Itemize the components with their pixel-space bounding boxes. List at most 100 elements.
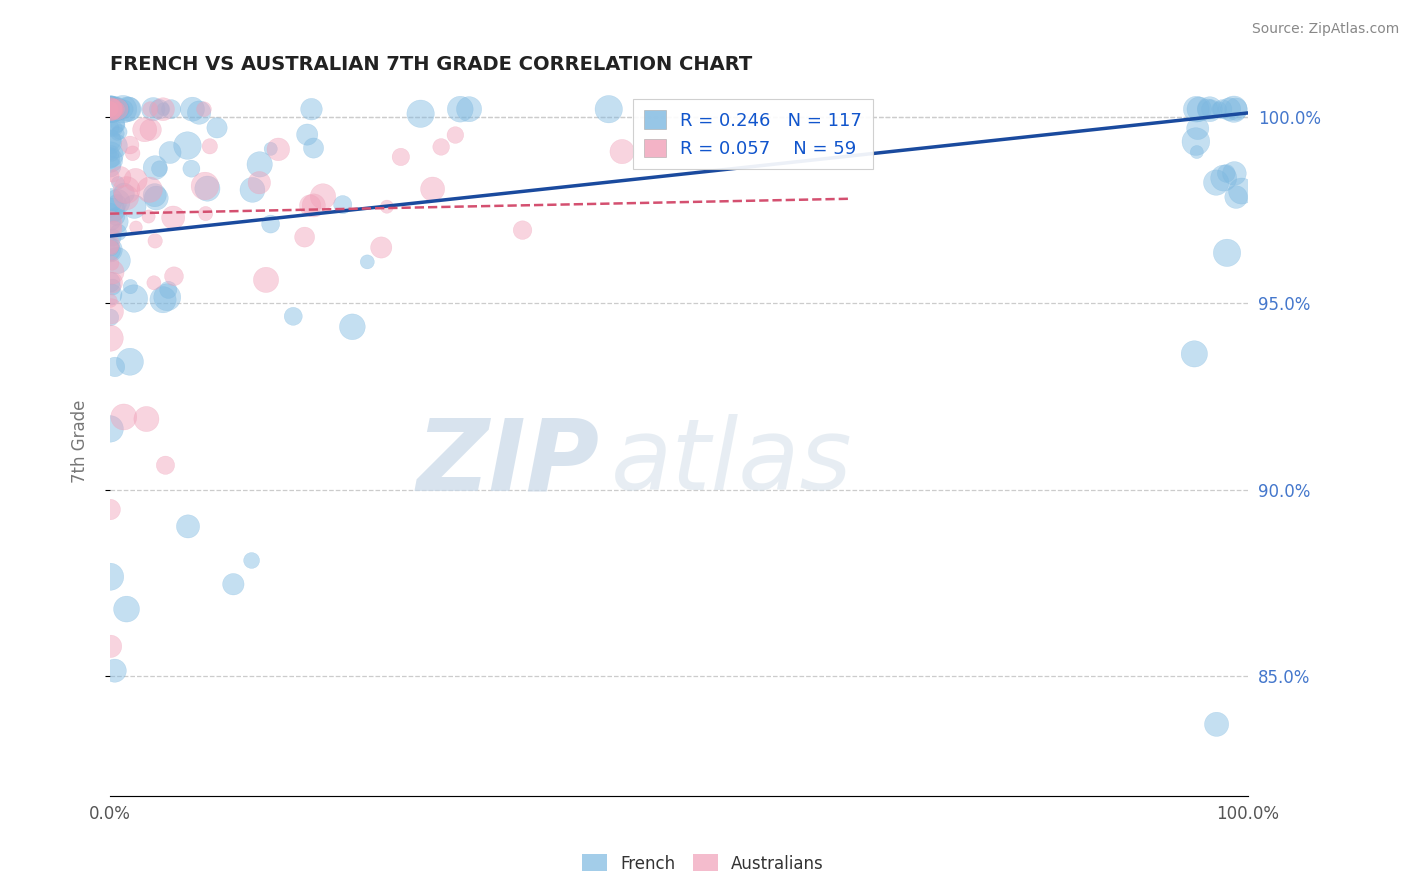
Point: [1182, 347, 1205, 361]
Point: [107, 118, 129, 132]
Point: [103, 222, 125, 236]
Point: [100, 241, 122, 255]
Point: [242, 183, 264, 197]
Point: [152, 293, 174, 307]
Point: [98, 203, 121, 218]
Point: [430, 140, 453, 154]
Point: [152, 102, 174, 116]
Point: [98, 422, 121, 436]
Point: [104, 214, 127, 228]
Point: [107, 225, 129, 239]
Point: [104, 139, 127, 153]
Point: [100, 293, 122, 308]
Point: [1230, 184, 1253, 198]
Point: [103, 116, 125, 130]
Point: [100, 213, 122, 227]
Point: [98, 120, 121, 135]
Point: [356, 255, 378, 269]
Point: [1188, 102, 1211, 116]
Point: [100, 304, 122, 318]
Point: [101, 265, 124, 279]
Point: [1187, 121, 1209, 136]
Point: [100, 102, 122, 116]
Point: [112, 186, 135, 201]
Point: [101, 203, 124, 218]
Point: [1185, 145, 1208, 159]
Point: [111, 102, 134, 116]
Point: [104, 664, 127, 678]
Point: [188, 105, 211, 120]
Point: [247, 176, 270, 190]
Point: [422, 182, 444, 196]
Point: [107, 176, 129, 190]
Point: [181, 102, 204, 116]
Point: [125, 220, 148, 235]
Point: [1211, 102, 1233, 116]
Point: [110, 170, 132, 185]
Point: [198, 139, 221, 153]
Point: [259, 217, 281, 231]
Point: [98, 102, 121, 116]
Point: [1223, 102, 1246, 116]
Point: [108, 125, 131, 139]
Point: [115, 602, 138, 616]
Point: [610, 145, 633, 159]
Point: [101, 276, 124, 290]
Point: [1205, 176, 1227, 190]
Point: [100, 102, 122, 116]
Point: [121, 146, 143, 161]
Point: [98, 146, 121, 161]
Point: [101, 230, 124, 244]
Point: [139, 102, 162, 116]
Point: [98, 243, 121, 257]
Point: [301, 102, 323, 116]
Point: [100, 146, 122, 161]
Point: [370, 240, 392, 254]
Point: [118, 355, 141, 369]
Point: [1197, 102, 1219, 116]
Point: [118, 138, 141, 153]
Point: [100, 133, 122, 147]
Point: [1216, 245, 1239, 260]
Point: [117, 102, 139, 116]
Point: [389, 150, 412, 164]
Point: [222, 577, 245, 591]
Point: [294, 230, 316, 244]
Point: [135, 412, 157, 426]
Point: [104, 359, 127, 374]
Point: [100, 193, 122, 207]
Point: [176, 138, 198, 153]
Point: [1225, 102, 1247, 116]
Point: [105, 102, 128, 116]
Point: [98, 331, 121, 345]
Point: [134, 122, 156, 136]
Text: Source: ZipAtlas.com: Source: ZipAtlas.com: [1251, 22, 1399, 37]
Point: [112, 409, 135, 424]
Point: [145, 191, 167, 205]
Point: [409, 107, 432, 121]
Point: [1205, 717, 1227, 731]
Y-axis label: 7th Grade: 7th Grade: [72, 400, 89, 483]
Point: [512, 223, 534, 237]
Point: [118, 102, 141, 116]
Point: [101, 256, 124, 270]
Point: [105, 102, 128, 116]
Point: [302, 198, 325, 212]
Point: [1218, 102, 1240, 116]
Point: [103, 102, 125, 116]
Point: [1215, 166, 1237, 180]
Point: [180, 161, 202, 176]
Point: [240, 553, 263, 567]
Point: [194, 206, 217, 220]
Text: ZIP: ZIP: [416, 414, 599, 511]
Point: [107, 102, 129, 116]
Point: [342, 319, 364, 334]
Point: [299, 198, 322, 212]
Point: [101, 102, 124, 116]
Point: [283, 310, 305, 324]
Point: [1212, 171, 1234, 186]
Point: [98, 102, 121, 116]
Point: [295, 128, 318, 142]
Point: [122, 292, 145, 306]
Point: [100, 102, 122, 116]
